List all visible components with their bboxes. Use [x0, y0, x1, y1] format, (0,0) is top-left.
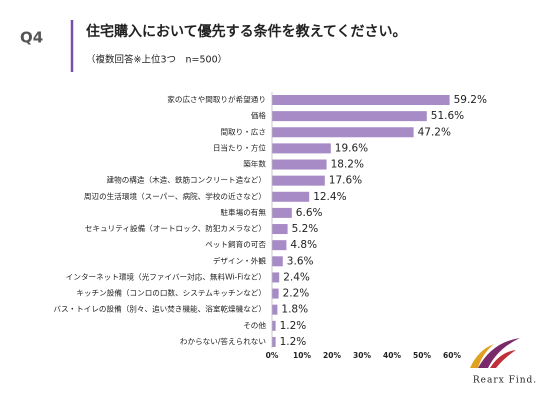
- bar: [272, 159, 327, 170]
- x-tick-label: 40%: [383, 351, 401, 360]
- value-label: 59.2%: [454, 94, 487, 106]
- category-label: 価格: [251, 110, 267, 120]
- value-label: 3.6%: [287, 255, 314, 267]
- x-tick-label: 20%: [323, 351, 341, 360]
- logo-text: Rearx Find.: [473, 376, 536, 386]
- category-label: 建物の構造（木造、鉄筋コンクリート造など）: [107, 175, 266, 185]
- category-label: 日当たり・方位: [213, 142, 267, 152]
- value-label: 47.2%: [418, 126, 451, 138]
- bar: [272, 288, 279, 299]
- bar: [272, 95, 450, 105]
- x-tick-label: 10%: [293, 351, 311, 360]
- category-label: バス・トイレの設備（別々、追い焚き機能、浴室乾燥機など）: [53, 304, 266, 314]
- value-label: 1.8%: [281, 304, 308, 316]
- value-label: 1.2%: [280, 336, 307, 348]
- category-label: その他: [243, 320, 266, 330]
- value-label: 4.8%: [290, 239, 317, 251]
- bar: [272, 256, 283, 267]
- category-label: 家の広さや間取りが希望通り: [167, 94, 266, 104]
- category-label: セキュリティ設備（オートロック、防犯カメラなど）: [85, 223, 266, 233]
- value-label: 51.6%: [431, 110, 464, 122]
- category-label: キッチン設備（コンロの口数、システムキッチンなど）: [76, 288, 266, 298]
- category-label: デザイン・外観: [213, 255, 267, 265]
- value-label: 1.2%: [280, 320, 307, 332]
- x-tick-label: 60%: [443, 351, 461, 360]
- bar: [272, 175, 325, 186]
- category-label: 駐車場の有無: [220, 207, 266, 217]
- bar: [272, 127, 414, 138]
- value-label: 18.2%: [331, 159, 364, 171]
- bar: [272, 240, 287, 251]
- bar: [272, 320, 276, 331]
- category-label: 築年数: [243, 159, 266, 169]
- bar: [272, 191, 310, 202]
- bar: [272, 304, 278, 315]
- bar: [272, 207, 292, 218]
- bar: [272, 111, 427, 122]
- value-label: 12.4%: [313, 191, 346, 203]
- bar: [272, 143, 331, 154]
- value-label: 19.6%: [335, 142, 368, 154]
- x-tick-label: 30%: [353, 351, 371, 360]
- category-label: 周辺の生活環境（スーパー、病院、学校の近さなど）: [84, 191, 266, 201]
- category-label: 間取り・広さ: [220, 126, 266, 136]
- bar: [272, 336, 276, 347]
- category-label: わからない/答えられない: [180, 336, 266, 346]
- logo-mark: [470, 338, 520, 368]
- question-label: Q4: [20, 29, 43, 47]
- category-label: インターネット環境（光ファイバー対応、無料Wi-Fiなど）: [66, 271, 266, 281]
- category-label: ペット飼育の可否: [205, 239, 266, 249]
- title: 住宅購入において優先する条件を教えてください。: [86, 23, 406, 40]
- bar: [272, 224, 288, 235]
- subtitle: （複数回答※上位3つ n=500）: [86, 54, 227, 66]
- x-tick-label: 50%: [413, 351, 431, 360]
- value-label: 2.2%: [283, 288, 310, 300]
- value-label: 6.6%: [296, 207, 323, 219]
- value-label: 2.4%: [283, 271, 310, 283]
- x-tick-label: 0%: [266, 351, 279, 360]
- value-label: 5.2%: [292, 223, 319, 235]
- bar: [272, 272, 280, 283]
- value-label: 17.6%: [329, 175, 362, 187]
